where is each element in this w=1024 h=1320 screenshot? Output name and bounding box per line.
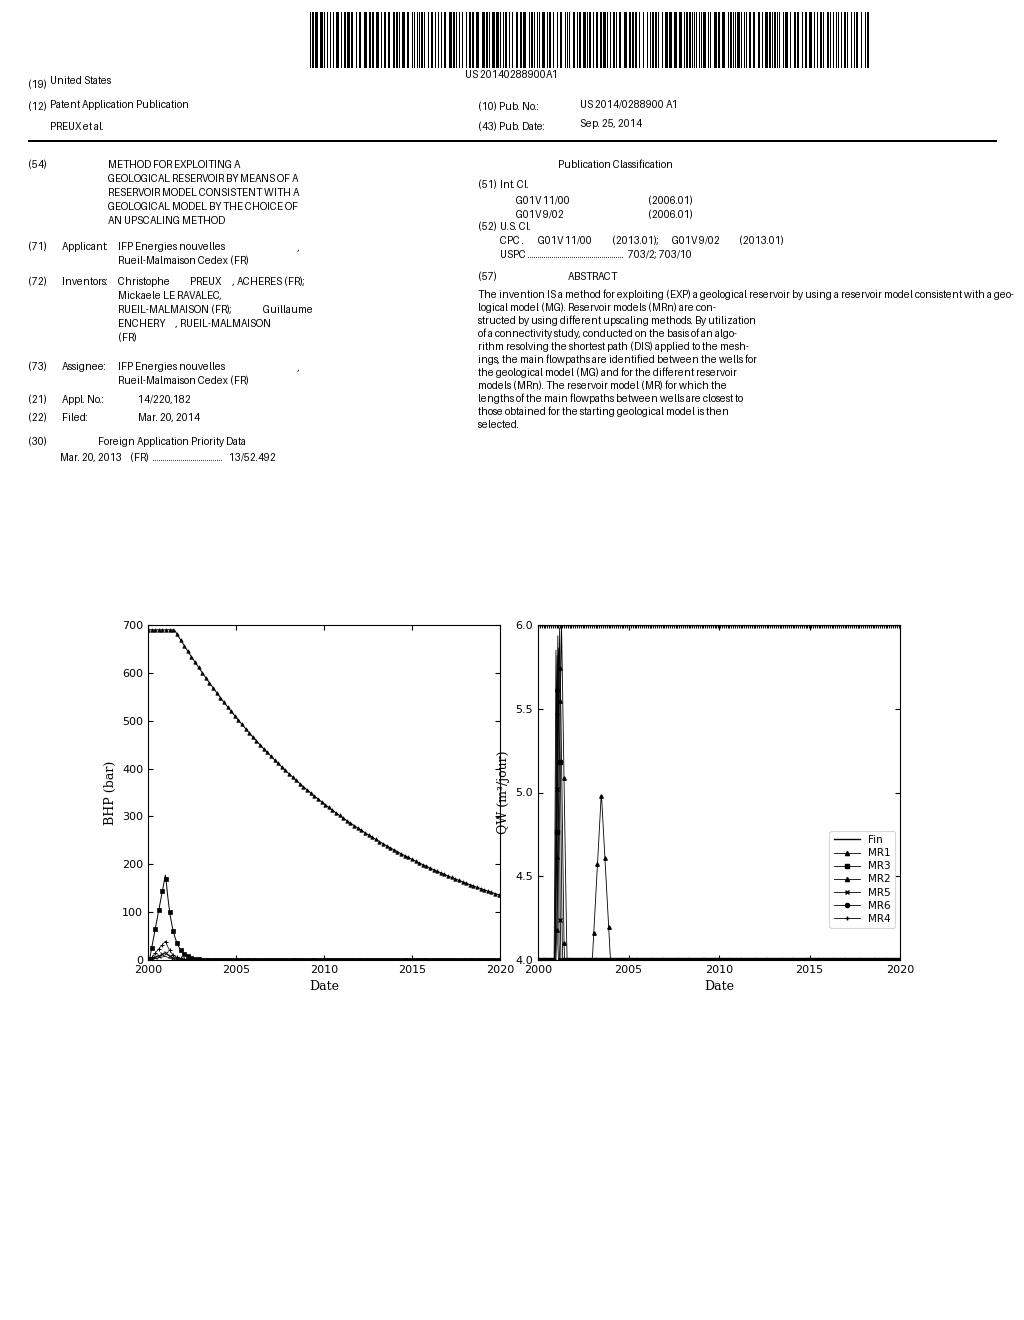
X-axis label: Date: Date (705, 981, 734, 994)
Y-axis label: BHP (bar): BHP (bar) (103, 760, 117, 825)
Legend: Fin, MR1, MR3, MR2, MR5, MR6, MR4: Fin, MR1, MR3, MR2, MR5, MR6, MR4 (829, 830, 895, 928)
Y-axis label: QW (m³/jour): QW (m³/jour) (497, 751, 510, 834)
X-axis label: Date: Date (309, 981, 339, 994)
